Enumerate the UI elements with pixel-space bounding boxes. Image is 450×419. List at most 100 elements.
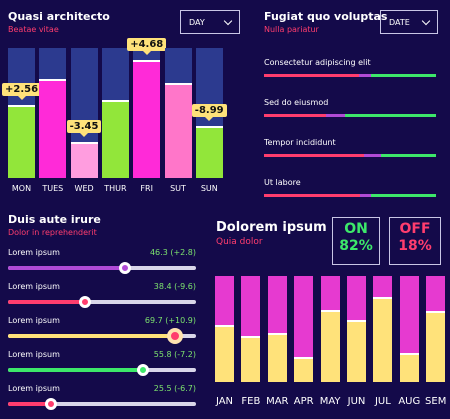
data-label: -8.99 [191, 104, 227, 121]
bar-cap [320, 309, 340, 312]
bar-tick-label: TUES [42, 184, 64, 193]
bar-wed [70, 48, 98, 178]
slider-fill [8, 300, 86, 304]
bar-tick-label: SUT [170, 184, 186, 193]
bar-top-segment [373, 276, 393, 299]
bar-tues [39, 48, 67, 178]
bar-fill [39, 79, 67, 178]
slider-knob[interactable] [118, 262, 131, 274]
slider-value: 38.4 (-9.6) [153, 282, 196, 291]
slider-track[interactable] [8, 334, 196, 338]
bar-top-segment [267, 276, 287, 335]
month-bar-aug [399, 276, 419, 382]
panel3-subtitle: Dolor in reprehenderit [8, 228, 97, 237]
bar-cap [70, 141, 98, 144]
slider-fill [8, 266, 125, 270]
slider-track[interactable] [8, 368, 196, 372]
month-tick-label: APR [293, 396, 314, 407]
bar-fill [164, 83, 192, 178]
bar-mon [8, 48, 35, 178]
slider-label: Lorem ipsum [8, 384, 60, 393]
bar-bottom-segment [267, 334, 287, 382]
slider-knob[interactable] [167, 328, 184, 344]
bar-cap [399, 353, 419, 356]
bar-cap [8, 105, 35, 108]
panel1-title: Quasi architecto [8, 10, 110, 23]
bar-fill [101, 100, 129, 178]
progress-line-label: Tempor incididunt [264, 138, 336, 147]
slider-value: 46.3 (+2.8) [149, 248, 196, 257]
slider-track[interactable] [8, 300, 196, 304]
panel4-title: Dolorem ipsum [216, 220, 327, 235]
slider-label: Lorem ipsum [8, 316, 60, 325]
data-label: -3.45 [66, 119, 102, 137]
off-label: OFF [399, 221, 431, 237]
bar-bottom-segment [373, 298, 393, 382]
month-bar-apr [294, 276, 314, 382]
off-status-box: OFF 18% [389, 217, 441, 265]
bar-bottom-segment [320, 310, 340, 382]
bar-cap [215, 324, 234, 327]
month-bar-feb [241, 276, 261, 382]
bar-top-segment [215, 276, 234, 326]
bar-tick-label: SUN [200, 184, 218, 193]
bar-bottom-segment [426, 312, 446, 382]
slider-label: Lorem ipsum [8, 248, 60, 257]
chevron-down-icon [223, 16, 233, 25]
progress-line-label: Consectetur adipiscing elit [264, 58, 371, 67]
panel2-title: Fugiat quo voluptas [264, 10, 388, 23]
progress-segment [264, 74, 359, 77]
bar-top-segment [241, 276, 261, 338]
panel4-subtitle: Quia dolor [216, 237, 263, 247]
month-bar-sem [426, 276, 446, 382]
bar-tick-label: WED [74, 184, 94, 193]
progress-segment [363, 154, 381, 157]
slider-track[interactable] [8, 266, 196, 270]
slider-label: Lorem ipsum [8, 282, 60, 291]
slider-knob[interactable] [45, 398, 58, 410]
progress-segment [380, 154, 436, 157]
slider-fill [8, 402, 52, 406]
slider-knob[interactable] [79, 296, 92, 308]
on-status-box: ON 82% [332, 217, 380, 265]
month-bar-jun [347, 276, 366, 382]
month-tick-label: MAY [319, 396, 341, 407]
bar-cap [241, 336, 261, 339]
bar-bottom-segment [347, 320, 366, 382]
bar-bottom-segment [399, 354, 419, 382]
data-label: +2.56 [2, 83, 42, 101]
bar-fill [133, 59, 161, 178]
progress-segment [264, 114, 326, 117]
month-tick-label: JUN [347, 396, 366, 407]
bar-bottom-segment [215, 325, 234, 382]
data-label: +4.68 [127, 37, 167, 55]
bar-tick-label: FRI [140, 184, 153, 193]
month-bar-may [320, 276, 340, 382]
progress-line-label: Ut labore [264, 178, 301, 187]
month-tick-label: MAR [266, 396, 289, 407]
panel2-subtitle: Nulla pariatur [264, 25, 319, 34]
day-dropdown[interactable]: DAY [180, 10, 240, 34]
slider-knob[interactable] [137, 364, 150, 376]
bar-top-segment [347, 276, 366, 321]
bar-tick-label: THUR [104, 184, 127, 193]
month-tick-label: FEB [241, 396, 261, 407]
bar-thur [101, 48, 129, 178]
date-dropdown[interactable]: DATE [380, 10, 438, 34]
month-bar-jan [215, 276, 234, 382]
chevron-down-icon [421, 16, 431, 25]
slider-value: 25.5 (-6.7) [153, 384, 196, 393]
month-tick-label: JAN [215, 396, 234, 407]
slider-label: Lorem ipsum [8, 350, 60, 359]
slider-track[interactable] [8, 402, 196, 406]
progress-segment [370, 74, 436, 77]
bar-cap [426, 311, 446, 314]
progress-line-label: Sed do eiusmod [264, 98, 329, 107]
bar-fill [195, 126, 223, 178]
month-tick-label: JUL [374, 396, 391, 407]
progress-segment [264, 154, 364, 157]
month-tick-label: AUG [398, 396, 421, 407]
bar-fill [8, 105, 35, 178]
progress-segment [264, 194, 361, 197]
day-dropdown-value: DAY [189, 17, 205, 27]
